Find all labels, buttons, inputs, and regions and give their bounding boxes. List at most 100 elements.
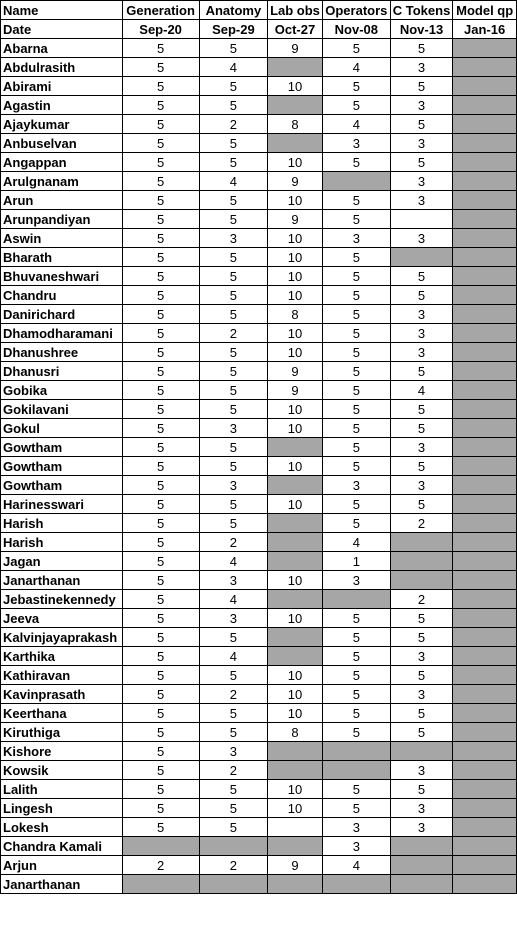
- empty-gray-cell[interactable]: [453, 533, 517, 552]
- score-cell[interactable]: 3: [390, 305, 453, 324]
- score-cell[interactable]: 5: [122, 210, 199, 229]
- student-name-cell[interactable]: Arjun: [1, 856, 123, 875]
- score-cell[interactable]: 3: [390, 324, 453, 343]
- student-name-cell[interactable]: Agastin: [1, 96, 123, 115]
- score-cell[interactable]: 4: [322, 533, 390, 552]
- score-cell[interactable]: 10: [268, 780, 323, 799]
- empty-gray-cell[interactable]: [453, 780, 517, 799]
- score-cell[interactable]: 10: [268, 286, 323, 305]
- score-cell[interactable]: 5: [199, 210, 267, 229]
- score-cell[interactable]: 5: [199, 704, 267, 723]
- score-cell[interactable]: 3: [390, 172, 453, 191]
- score-cell[interactable]: 5: [322, 343, 390, 362]
- student-name-cell[interactable]: Gokilavani: [1, 400, 123, 419]
- empty-gray-cell[interactable]: [268, 628, 323, 647]
- score-cell[interactable]: 5: [199, 343, 267, 362]
- score-cell[interactable]: 5: [390, 153, 453, 172]
- score-cell[interactable]: 5: [199, 666, 267, 685]
- student-name-cell[interactable]: Danirichard: [1, 305, 123, 324]
- score-cell[interactable]: 5: [122, 818, 199, 837]
- score-cell[interactable]: 10: [268, 685, 323, 704]
- score-cell[interactable]: 5: [390, 666, 453, 685]
- score-cell[interactable]: 5: [122, 685, 199, 704]
- score-cell[interactable]: 5: [322, 267, 390, 286]
- score-cell[interactable]: 2: [390, 514, 453, 533]
- score-cell[interactable]: 5: [322, 799, 390, 818]
- student-name-cell[interactable]: Gowtham: [1, 438, 123, 457]
- score-cell[interactable]: 5: [122, 514, 199, 533]
- score-cell[interactable]: 5: [322, 514, 390, 533]
- score-cell[interactable]: 5: [122, 742, 199, 761]
- score-cell[interactable]: 5: [199, 96, 267, 115]
- score-cell[interactable]: 4: [199, 590, 267, 609]
- student-name-cell[interactable]: Gokul: [1, 419, 123, 438]
- score-cell[interactable]: 5: [390, 780, 453, 799]
- score-cell[interactable]: 10: [268, 571, 323, 590]
- score-cell[interactable]: 9: [268, 856, 323, 875]
- empty-gray-cell[interactable]: [453, 685, 517, 704]
- student-name-cell[interactable]: Arulgnanam: [1, 172, 123, 191]
- empty-gray-cell[interactable]: [268, 552, 323, 571]
- empty-gray-cell[interactable]: [453, 742, 517, 761]
- score-cell[interactable]: 3: [390, 191, 453, 210]
- student-name-cell[interactable]: Gowtham: [1, 476, 123, 495]
- score-cell[interactable]: 5: [390, 39, 453, 58]
- score-cell[interactable]: 5: [122, 666, 199, 685]
- score-cell[interactable]: 5: [390, 286, 453, 305]
- score-cell[interactable]: 5: [322, 191, 390, 210]
- empty-gray-cell[interactable]: [390, 837, 453, 856]
- student-name-cell[interactable]: Kavinprasath: [1, 685, 123, 704]
- empty-gray-cell[interactable]: [199, 875, 267, 894]
- score-cell[interactable]: 3: [390, 229, 453, 248]
- score-cell[interactable]: 5: [322, 723, 390, 742]
- score-cell[interactable]: 3: [390, 761, 453, 780]
- score-cell[interactable]: 5: [390, 609, 453, 628]
- score-cell[interactable]: 5: [199, 438, 267, 457]
- student-name-cell[interactable]: Gobika: [1, 381, 123, 400]
- score-cell[interactable]: 5: [390, 457, 453, 476]
- score-cell[interactable]: 5: [199, 134, 267, 153]
- score-cell[interactable]: 5: [199, 457, 267, 476]
- score-cell[interactable]: 5: [199, 77, 267, 96]
- student-name-cell[interactable]: Lalith: [1, 780, 123, 799]
- date-lab-obs[interactable]: Oct-27: [268, 20, 323, 39]
- empty-gray-cell[interactable]: [322, 761, 390, 780]
- score-cell[interactable]: 10: [268, 419, 323, 438]
- score-cell[interactable]: 2: [199, 533, 267, 552]
- score-cell[interactable]: 5: [122, 533, 199, 552]
- score-cell[interactable]: 3: [322, 229, 390, 248]
- date-label[interactable]: Date: [1, 20, 123, 39]
- score-cell[interactable]: 5: [199, 305, 267, 324]
- score-cell[interactable]: 5: [390, 419, 453, 438]
- score-cell[interactable]: 10: [268, 229, 323, 248]
- empty-gray-cell[interactable]: [268, 533, 323, 552]
- score-cell[interactable]: 10: [268, 400, 323, 419]
- empty-gray-cell[interactable]: [268, 742, 323, 761]
- empty-gray-cell[interactable]: [453, 400, 517, 419]
- score-cell[interactable]: 5: [122, 400, 199, 419]
- student-name-cell[interactable]: Jebastinekennedy: [1, 590, 123, 609]
- date-c-tokens[interactable]: Nov-13: [390, 20, 453, 39]
- score-cell[interactable]: 2: [199, 856, 267, 875]
- header-generation[interactable]: Generation: [122, 1, 199, 20]
- score-cell[interactable]: 5: [322, 248, 390, 267]
- score-cell[interactable]: 5: [122, 229, 199, 248]
- score-cell[interactable]: 5: [122, 58, 199, 77]
- score-cell[interactable]: 5: [322, 39, 390, 58]
- score-cell[interactable]: 5: [122, 343, 199, 362]
- score-cell[interactable]: 3: [199, 419, 267, 438]
- score-cell[interactable]: 5: [122, 153, 199, 172]
- empty-gray-cell[interactable]: [453, 267, 517, 286]
- score-cell[interactable]: 3: [322, 818, 390, 837]
- score-cell[interactable]: 3: [199, 229, 267, 248]
- empty-gray-cell[interactable]: [453, 514, 517, 533]
- score-cell[interactable]: 10: [268, 324, 323, 343]
- score-cell[interactable]: 2: [199, 685, 267, 704]
- score-cell[interactable]: 3: [390, 134, 453, 153]
- score-cell[interactable]: 5: [322, 381, 390, 400]
- score-cell[interactable]: 3: [390, 647, 453, 666]
- score-cell[interactable]: 3: [199, 609, 267, 628]
- score-cell[interactable]: 5: [199, 495, 267, 514]
- empty-gray-cell[interactable]: [453, 115, 517, 134]
- score-cell[interactable]: 5: [322, 305, 390, 324]
